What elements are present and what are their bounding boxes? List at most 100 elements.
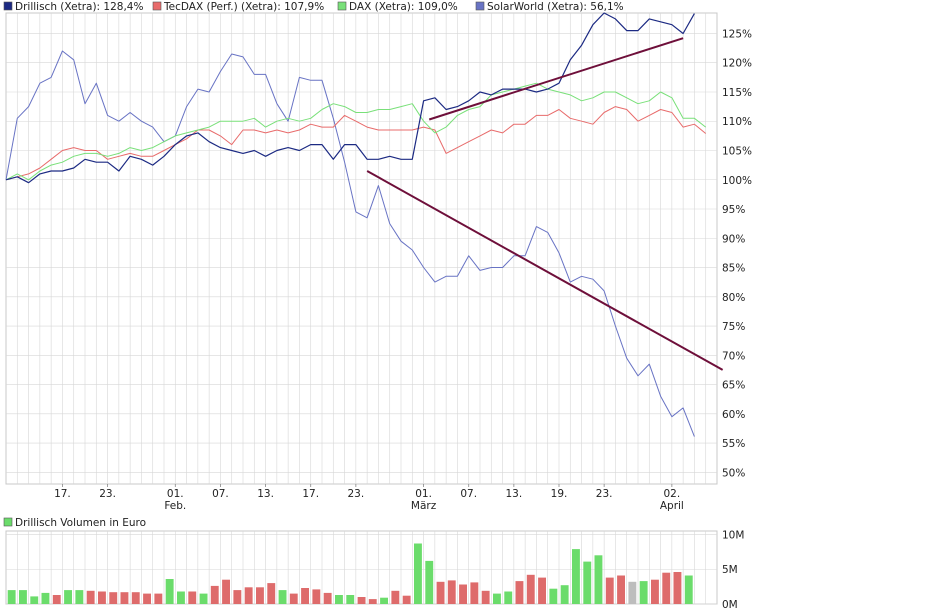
legend-swatch-4 (475, 1, 485, 11)
legend-label-4: SolarWorld (Xetra): 56,1% (487, 1, 624, 13)
y-tick-label: 50% (722, 467, 745, 479)
volume-y-tick-label: 5M (722, 564, 738, 576)
volume-bar (481, 590, 490, 604)
y-tick-label: 110% (722, 116, 752, 128)
volume-bar (86, 590, 95, 604)
series-line-drillisch (5, 12, 695, 184)
volume-y-tick-label: 10M (722, 529, 744, 541)
x-tick-label: 17. (54, 488, 71, 500)
x-tick-label: 07. (460, 488, 477, 500)
x-tick-label: 01. (415, 488, 432, 500)
volume-bar (414, 543, 422, 604)
volume-bar (19, 590, 27, 604)
volume-bar (639, 581, 648, 604)
y-tick-label: 75% (722, 321, 745, 333)
y-tick-label: 120% (722, 58, 752, 70)
volume-bar (312, 589, 321, 604)
volume-bar (368, 599, 377, 604)
volume-bar (594, 555, 603, 604)
volume-bar (538, 577, 546, 604)
volume-bar (459, 584, 467, 604)
legend-label-1: Drillisch (Xetra): 128,4% (15, 1, 143, 13)
legend-label-2: TecDAX (Perf.) (Xetra): 107,9% (163, 1, 324, 13)
volume-bar (662, 572, 671, 604)
volume-bar (323, 592, 332, 604)
volume-bar (583, 561, 592, 604)
y-tick-label: 105% (722, 145, 752, 157)
legend-swatch-3 (337, 1, 347, 11)
volume-bar (560, 585, 569, 604)
x-tick-label: 17. (302, 488, 319, 500)
volume-bar (256, 587, 264, 604)
volume-bar (75, 590, 84, 604)
series-line-tecdax (5, 106, 707, 181)
volume-bar (199, 593, 208, 604)
volume-bar (628, 581, 637, 604)
x-tick-label: 19. (551, 488, 568, 500)
volume-bar (391, 590, 400, 604)
volume-bar (52, 595, 61, 604)
volume-bar (447, 580, 456, 604)
volume-bar (617, 575, 625, 604)
volume-bar (684, 575, 693, 604)
volume-bar (380, 597, 388, 604)
volume-bar (493, 593, 501, 604)
volume-bar (470, 582, 479, 604)
volume-bar (109, 592, 118, 604)
series-line-dax (5, 82, 707, 181)
volume-bar (244, 587, 253, 604)
series-line-solarworld (5, 50, 695, 437)
volume-bar (278, 590, 287, 604)
legend-swatch-2 (152, 1, 162, 11)
volume-bar (289, 593, 298, 604)
x-tick-label: 13. (506, 488, 523, 500)
y-tick-label: 90% (722, 233, 745, 245)
x-tick-label: 23. (596, 488, 613, 500)
volume-bar (335, 595, 343, 604)
volume-bar (357, 597, 366, 604)
volume-bar (346, 595, 355, 604)
y-tick-label: 80% (722, 292, 745, 304)
volume-bar (165, 579, 174, 604)
x-tick-label: 23. (348, 488, 365, 500)
volume-bar (41, 592, 50, 604)
volume-bar (515, 581, 524, 604)
trendline-1 (428, 37, 684, 121)
y-tick-label: 100% (722, 175, 752, 187)
volume-bar (222, 579, 230, 604)
x-tick-label: 23. (99, 488, 116, 500)
volume-bar (210, 585, 219, 604)
y-tick-label: 85% (722, 263, 745, 275)
volume-bar (154, 593, 163, 604)
y-tick-label: 95% (722, 204, 745, 216)
volume-bar (188, 591, 197, 604)
volume-bar (504, 591, 513, 604)
legend-swatch-1 (3, 1, 13, 11)
x-tick-label: 07. (212, 488, 229, 500)
volume-bar (436, 581, 445, 604)
volume-bar (233, 590, 242, 604)
volume-bar (301, 588, 309, 604)
price-plot-area (5, 12, 718, 485)
y-tick-label: 70% (722, 350, 745, 362)
x-month-label: Feb. (164, 500, 186, 512)
volume-bar (425, 560, 434, 604)
volume-bar (64, 590, 72, 604)
legend-label-3: DAX (Xetra): 109,0% (349, 1, 458, 13)
volume-bar (526, 574, 535, 604)
trendline-2 (366, 170, 724, 371)
volume-bar (549, 588, 558, 604)
volume-bar (673, 572, 682, 604)
y-tick-label: 55% (722, 438, 745, 450)
volume-bar (572, 549, 580, 604)
volume-bar (120, 592, 129, 604)
y-tick-label: 115% (722, 87, 752, 99)
volume-bar (605, 577, 614, 604)
volume-bar (177, 591, 185, 604)
y-tick-label: 125% (722, 28, 752, 40)
volume-bar (7, 590, 16, 604)
volume-bar (402, 595, 411, 604)
volume-legend-label: Drillisch Volumen in Euro (15, 517, 146, 529)
